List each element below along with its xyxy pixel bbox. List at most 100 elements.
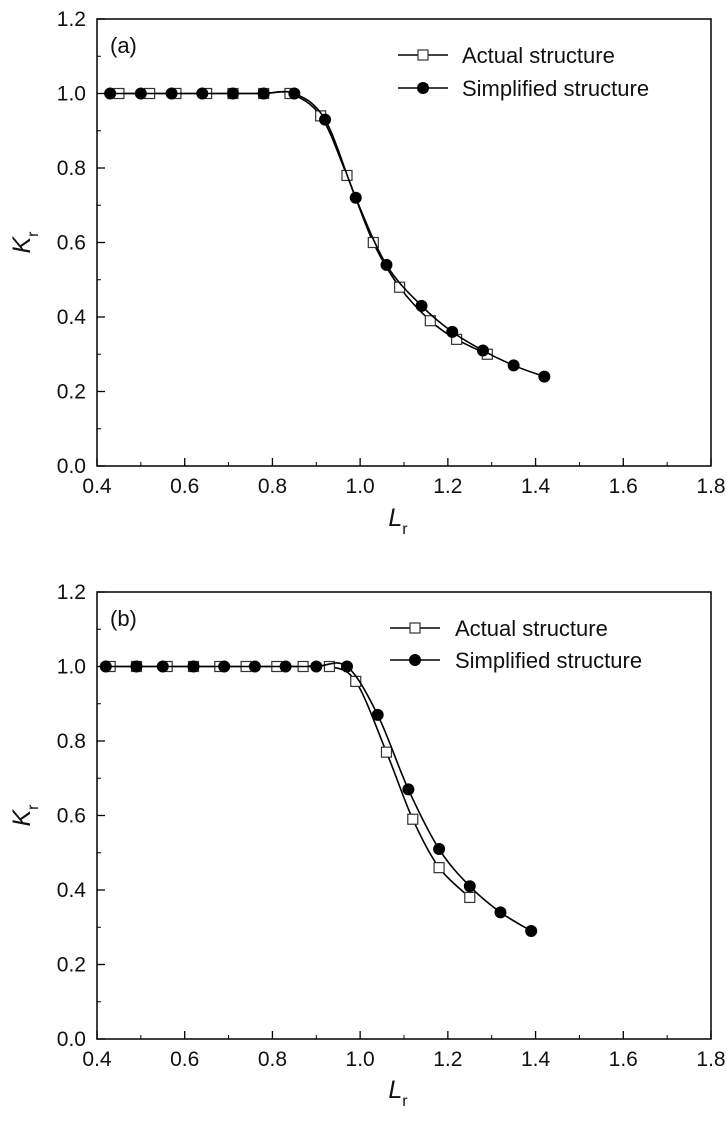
y-tick-label: 0.6 <box>57 232 86 255</box>
y-axis-label: Kr <box>8 231 42 254</box>
legend-label: Simplified structure <box>455 648 642 673</box>
data-point-square <box>407 813 419 825</box>
x-tick-label: 0.8 <box>258 1048 287 1071</box>
x-tick-label: 1.2 <box>433 1048 462 1071</box>
x-tick-label: 1.0 <box>346 475 375 498</box>
y-tick-label: 0.0 <box>57 455 86 478</box>
data-point-circle <box>380 258 393 271</box>
y-axis-label: Kr <box>8 804 42 827</box>
y-tick-label: 0.4 <box>57 306 87 329</box>
data-point-circle <box>156 660 169 673</box>
data-point-circle <box>415 299 428 312</box>
data-point-circle <box>226 87 239 100</box>
data-point-circle <box>187 660 200 673</box>
data-point-circle <box>433 843 446 856</box>
chart-panel-b: 0.4 0.6 0.8 1.0 1.2 1.4 1.6 1.8 0.0 0.2 0.4 0.6 0.8 1… <box>8 581 726 1110</box>
data-point-circle <box>538 370 551 383</box>
data-point-square <box>424 315 436 327</box>
data-point-circle <box>310 660 323 673</box>
series-actual-structure <box>104 660 476 904</box>
y-tick-label: 0.6 <box>57 805 86 828</box>
data-point-circle <box>279 660 292 673</box>
data-point-circle <box>507 359 520 372</box>
x-tick-label: 1.0 <box>346 1048 375 1071</box>
data-point-square <box>323 660 336 673</box>
series-line <box>110 664 471 899</box>
legend-label: Simplified structure <box>462 76 649 101</box>
data-point-circle <box>476 344 489 357</box>
data-point-circle <box>196 87 209 100</box>
data-point-circle <box>402 783 415 796</box>
data-point-circle <box>104 87 117 100</box>
x-tick-label: 1.2 <box>433 475 462 498</box>
data-point-circle <box>288 87 301 100</box>
y-tick-label: 1.0 <box>57 656 86 679</box>
data-point-circle <box>248 660 261 673</box>
x-tick-label: 1.6 <box>609 475 638 498</box>
x-tick-label: 0.4 <box>82 475 112 498</box>
x-axis-label-main: L <box>388 504 402 532</box>
legend-marker-square <box>417 49 429 61</box>
x-axis-label-sub: r <box>402 1093 408 1110</box>
data-point-circle <box>257 87 270 100</box>
data-point-circle <box>494 906 507 919</box>
y-tick-label: 0.8 <box>57 730 86 753</box>
legend-entry: Simplified structure <box>390 648 642 673</box>
y-tick-label: 1.0 <box>57 83 86 106</box>
series-simplified-structure <box>99 660 538 937</box>
data-point-circle <box>446 325 459 338</box>
x-tick-label: 1.8 <box>696 1048 725 1071</box>
y-tick-label: 0.4 <box>57 879 87 902</box>
series-line <box>110 90 545 378</box>
x-tick-label: 1.4 <box>521 1048 551 1071</box>
data-point-circle <box>349 191 362 204</box>
series-simplified-structure <box>104 87 551 383</box>
legend-entry: Simplified structure <box>398 76 649 101</box>
y-tick-label: 0.0 <box>57 1028 86 1051</box>
y-axis-label-main: K <box>8 236 36 254</box>
data-point-circle <box>130 660 143 673</box>
y-axis-label-main: K <box>8 809 36 827</box>
data-point-circle <box>371 708 384 721</box>
y-tick-label: 1.2 <box>57 581 86 604</box>
panel-label: (b) <box>110 606 137 631</box>
data-point-circle <box>218 660 231 673</box>
legend-marker-circle <box>409 654 421 666</box>
data-point-circle <box>165 87 178 100</box>
data-point-circle <box>319 113 332 126</box>
chart-panel-a: 0.4 0.6 0.8 1.0 1.2 1.4 1.6 1.8 0.0 0.2 0.4 0.6 0.8 1… <box>8 8 726 538</box>
legend-entry: Actual structure <box>398 43 615 68</box>
legend-marker-circle <box>417 82 429 94</box>
data-point-circle <box>134 87 147 100</box>
data-point-circle <box>340 660 353 673</box>
data-point-square <box>380 746 393 758</box>
data-point-circle <box>463 880 476 893</box>
x-tick-label: 1.6 <box>609 1048 638 1071</box>
data-point-circle <box>525 924 538 937</box>
y-axis-label-sub: r <box>25 804 42 810</box>
legend-label: Actual structure <box>455 616 608 641</box>
data-point-circle <box>99 660 112 673</box>
x-tick-label: 1.8 <box>696 475 725 498</box>
data-point-square <box>464 891 476 904</box>
y-axis-label-sub: r <box>25 231 42 237</box>
x-axis-label: Lr <box>388 504 408 538</box>
y-tick-label: 0.2 <box>57 381 86 404</box>
legend-marker-square <box>409 622 421 634</box>
panel-label: (a) <box>110 33 137 58</box>
legend-label: Actual structure <box>462 43 615 68</box>
x-axis-label: Lr <box>388 1076 408 1110</box>
x-axis-label-sub: r <box>402 521 408 538</box>
legend-entry: Actual structure <box>390 616 608 641</box>
x-tick-label: 0.8 <box>258 475 287 498</box>
y-tick-label: 1.2 <box>57 8 86 31</box>
y-tick-label: 0.2 <box>57 954 86 977</box>
y-tick-label: 0.8 <box>57 157 86 180</box>
x-tick-label: 0.6 <box>170 1048 199 1071</box>
x-tick-label: 1.4 <box>521 475 551 498</box>
x-tick-label: 0.4 <box>82 1048 112 1071</box>
data-point-square <box>433 862 445 874</box>
x-axis-label-main: L <box>388 1076 402 1104</box>
x-tick-label: 0.6 <box>170 475 199 498</box>
